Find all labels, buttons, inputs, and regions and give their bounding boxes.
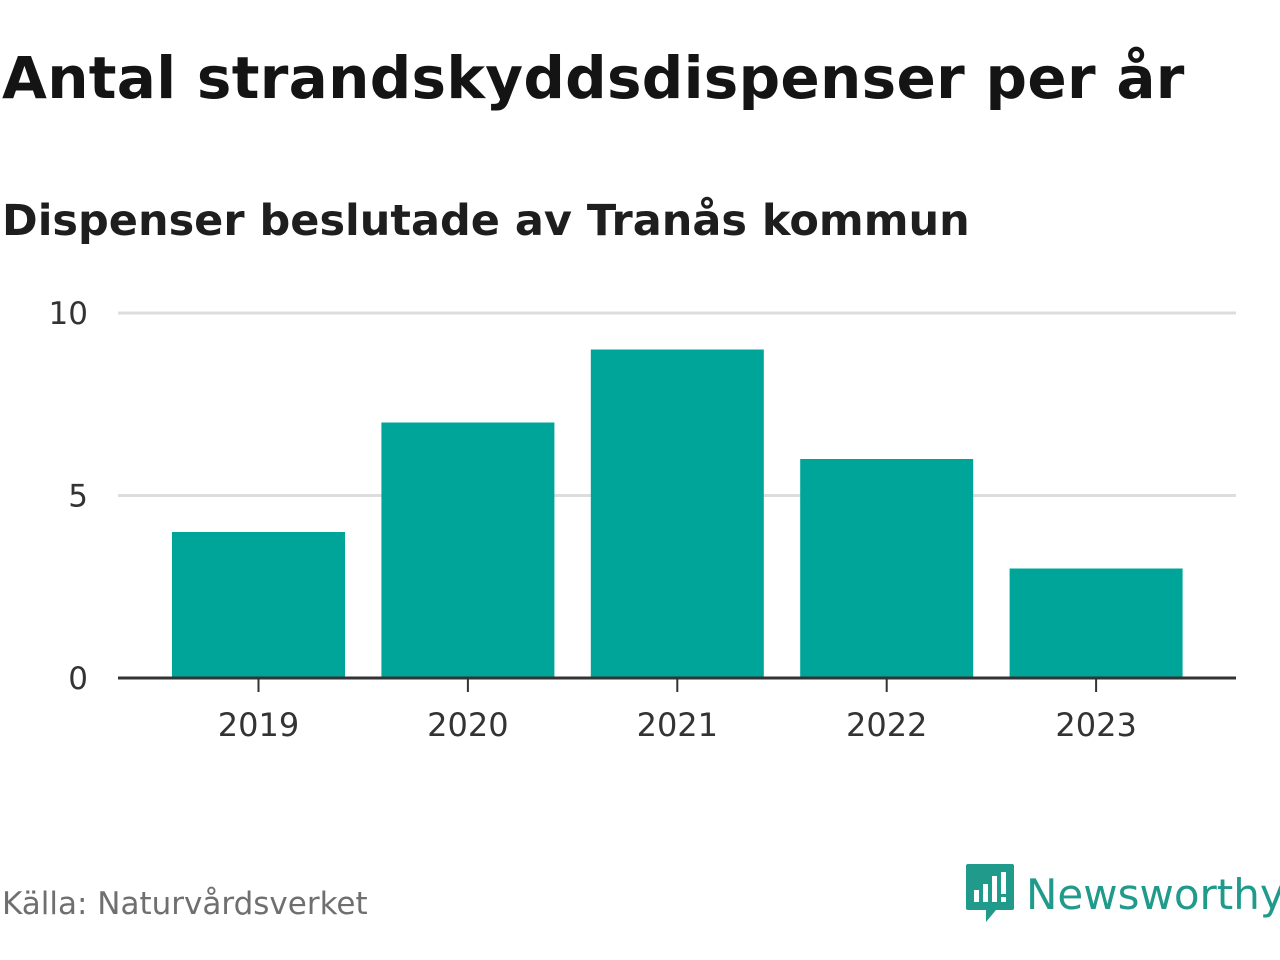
bar-2020: [381, 422, 555, 678]
x-tick-label: 2020: [427, 706, 508, 744]
bar-2023: [1009, 568, 1183, 678]
chart-subtitle: Dispenser beslutade av Tranås kommun: [2, 196, 970, 246]
x-tick-label: 2021: [637, 706, 718, 744]
x-tick-label: 2019: [218, 706, 299, 744]
y-tick-label: 10: [49, 296, 88, 332]
y-tick-label: 0: [68, 661, 88, 697]
x-tick-label: 2023: [1055, 706, 1136, 744]
chart-title: Antal strandskyddsdispenser per år: [2, 44, 1185, 112]
axes: 0 5 10 2019 2020 2021 2022 2023: [49, 296, 1236, 744]
newsworthy-logo-icon: [966, 864, 1014, 922]
bar-2022: [800, 459, 974, 678]
bars: [172, 349, 1183, 678]
brand-logo: Newsworthy: [964, 862, 1280, 926]
y-tick-label: 5: [68, 479, 88, 515]
bar-chart: 0 5 10 2019 2020 2021 2022 2023: [49, 296, 1236, 744]
x-tick-label: 2022: [846, 706, 927, 744]
brand-name: Newsworthy: [1026, 869, 1280, 919]
bar-2021: [590, 349, 764, 678]
source-note: Källa: Naturvårdsverket: [2, 886, 368, 922]
bar-2019: [172, 532, 345, 678]
